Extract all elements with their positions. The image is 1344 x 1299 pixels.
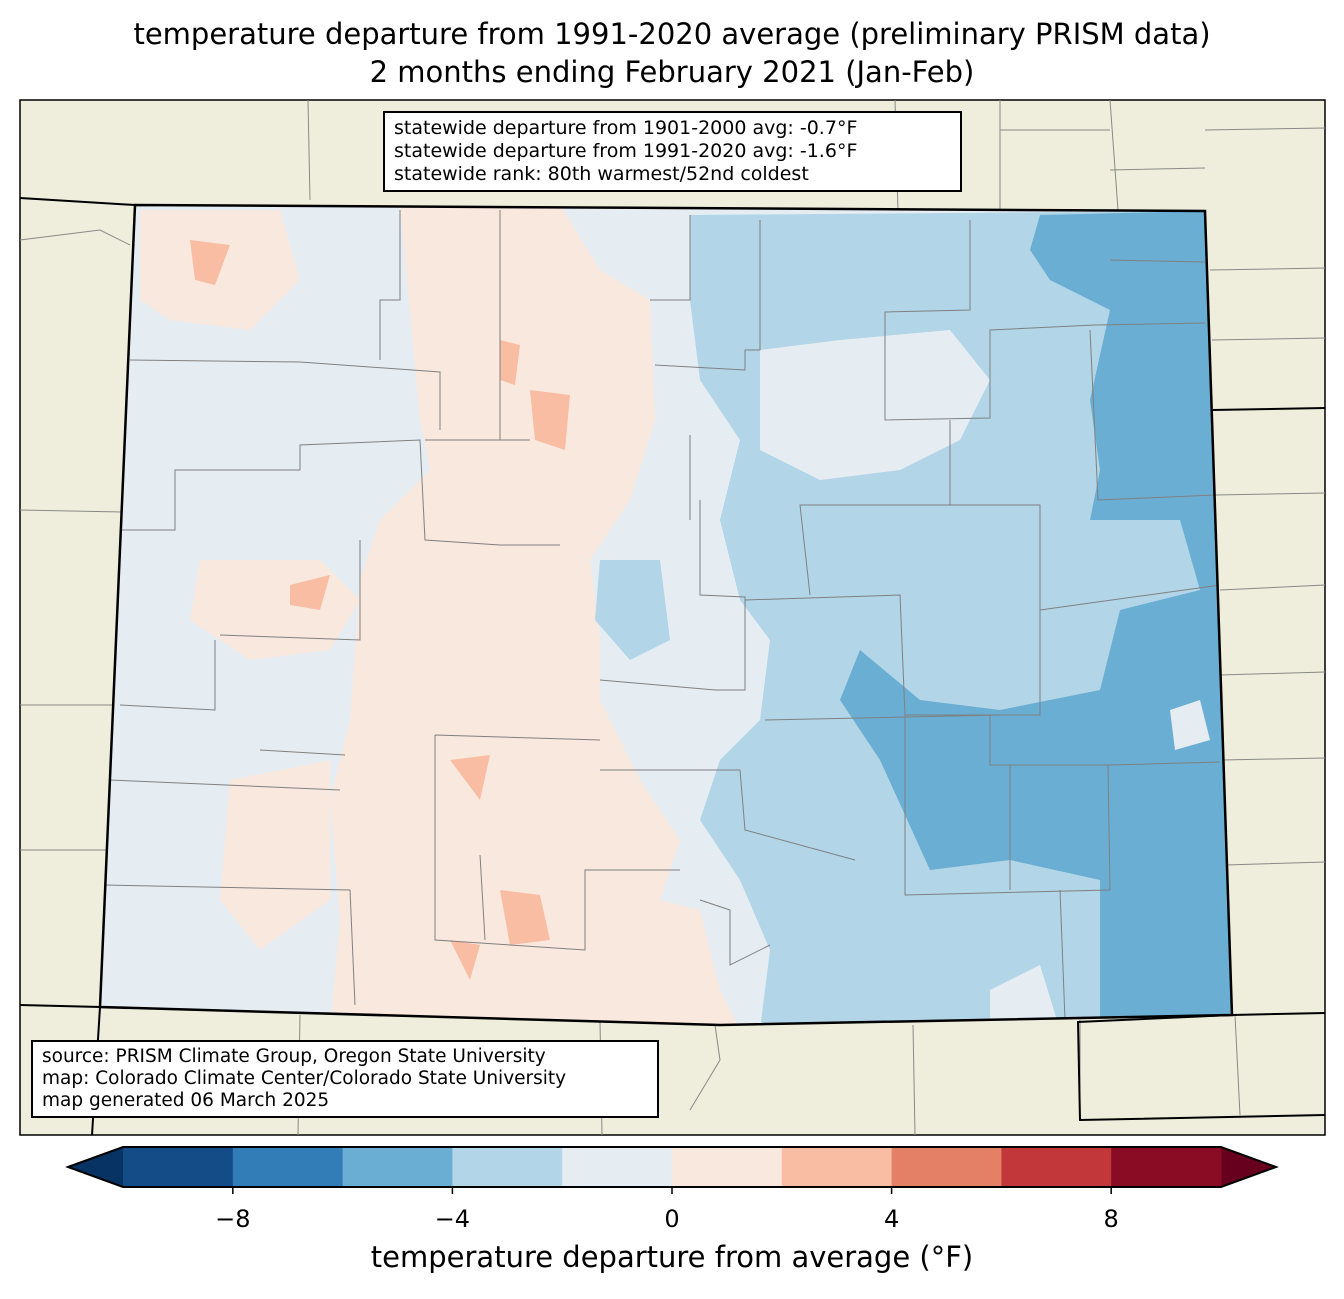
colorbar-segment <box>232 1147 344 1187</box>
colorbar <box>65 1146 1279 1194</box>
county-lines <box>104 210 1221 1021</box>
source-line: map: Colorado Climate Center/Colorado St… <box>42 1068 567 1089</box>
colorbar-segment <box>891 1147 1002 1187</box>
source-line: map generated 06 March 2025 <box>42 1090 330 1111</box>
colorbar-segment <box>1111 1147 1222 1187</box>
stats-line: statewide departure from 1901-2000 avg: … <box>394 117 858 139</box>
colorbar-over-arrow <box>1221 1147 1276 1187</box>
colorbar-segment <box>342 1147 453 1187</box>
stats-line: statewide rank: 80th warmest/52nd coldes… <box>394 163 809 185</box>
map-subtitle: 2 months ending February 2021 (Jan-Feb) <box>369 55 975 89</box>
colorado-border <box>98 203 1234 1027</box>
source-box: source: PRISM Climate Group, Oregon Stat… <box>31 1040 659 1118</box>
stats-line: statewide departure from 1991-2020 avg: … <box>394 140 858 162</box>
colorbar-tick-label: 0 <box>664 1205 680 1233</box>
colorbar-segment <box>123 1147 234 1187</box>
colorbar-tick-label: −4 <box>434 1205 471 1233</box>
colorbar-outline <box>65 1146 1279 1188</box>
map-title: temperature departure from 1991-2020 ave… <box>133 17 1211 51</box>
colorbar-under-arrow <box>68 1147 123 1187</box>
colorbar-segment <box>781 1147 893 1187</box>
colorbar-segment <box>1001 1147 1112 1187</box>
colorbar-segment <box>562 1147 673 1187</box>
colorbar-segment <box>452 1147 563 1187</box>
colorbar-tick-label: −8 <box>215 1205 251 1233</box>
colorbar-tick-label: 8 <box>1103 1205 1119 1233</box>
statewide-stats-box: statewide departure from 1901-2000 avg: … <box>383 111 962 192</box>
colorbar-segment <box>672 1147 783 1187</box>
colorbar-label: temperature departure from average (°F) <box>370 1240 974 1274</box>
colorbar-tick-label: 4 <box>883 1205 900 1233</box>
temperature-departure-field <box>100 205 1232 1025</box>
state-borders <box>19 197 1326 1136</box>
source-line: source: PRISM Climate Group, Oregon Stat… <box>42 1046 546 1067</box>
